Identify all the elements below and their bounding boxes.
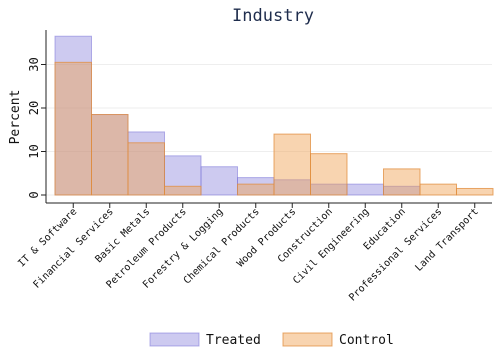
y-axis-label: Percent xyxy=(8,90,23,145)
bar-control-9 xyxy=(383,168,421,196)
axes xyxy=(45,30,492,204)
y-tick-label-0: 0 xyxy=(27,191,41,198)
legend-swatch-control xyxy=(282,332,333,347)
chart-title: Industry xyxy=(232,6,314,26)
bar-treated-4 xyxy=(200,166,238,196)
bar-control-0 xyxy=(54,61,92,196)
x-tick-label-8: Civil Engineering xyxy=(291,206,371,286)
legend-label-treated: Treated xyxy=(206,333,261,348)
bar-control-2 xyxy=(127,142,165,196)
bar-control-11 xyxy=(456,187,494,196)
legend: Treated Control xyxy=(149,332,394,348)
bar-control-5 xyxy=(237,183,275,196)
bar-control-10 xyxy=(419,183,457,196)
bar-control-1 xyxy=(91,114,129,196)
bar-control-6 xyxy=(273,133,311,196)
series-control xyxy=(54,61,494,196)
bar-treated-8 xyxy=(346,183,384,196)
bar-control-7 xyxy=(310,153,348,196)
bar-control-3 xyxy=(164,185,202,196)
legend-swatch-treated xyxy=(149,332,200,347)
y-ticks: 0 10 20 30 xyxy=(27,57,46,199)
y-tick-label-20: 20 xyxy=(27,101,41,115)
x-tick-label-11: Land Transport xyxy=(413,206,480,273)
y-tick-label-10: 10 xyxy=(27,144,41,158)
legend-label-control: Control xyxy=(339,333,394,348)
y-tick-label-30: 30 xyxy=(27,57,41,71)
